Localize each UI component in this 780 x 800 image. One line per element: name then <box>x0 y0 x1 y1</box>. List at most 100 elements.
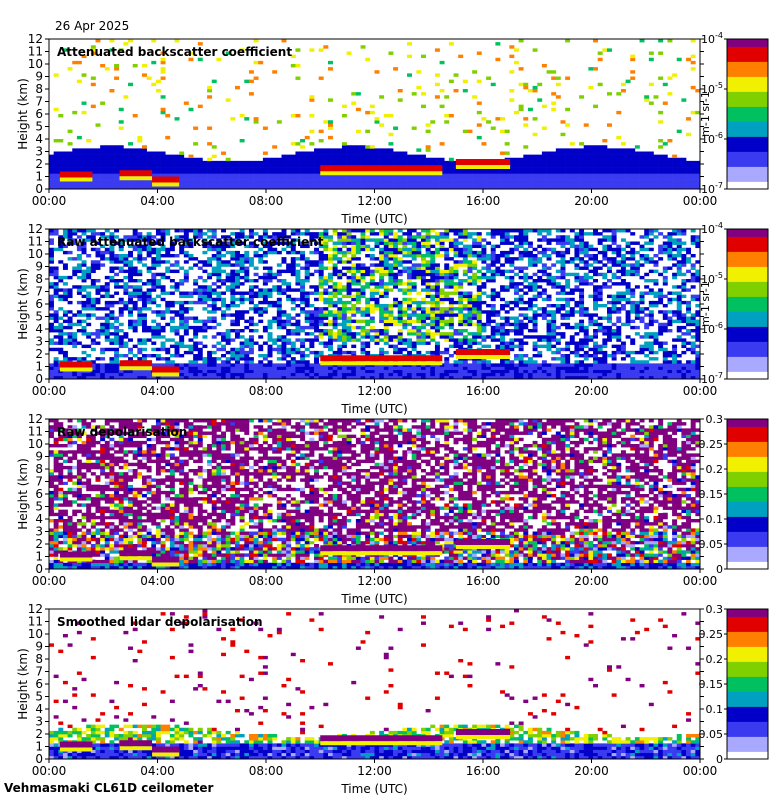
y-tick-label: 7 <box>35 475 43 489</box>
colorbar-tick-label: 0.05 <box>699 728 724 741</box>
x-tick-label: 16:00 <box>466 764 501 778</box>
cloud-layer-4 <box>320 165 443 172</box>
y-tick-label: 10 <box>28 437 43 451</box>
cloud-layer-edge-1 <box>59 177 93 182</box>
cloud-layer-edge-5 <box>455 355 511 359</box>
colorbar-3: 0 0.05 0.1 0.15 0.2 0.25 0.3 <box>699 413 769 576</box>
colorbar-tick-label: 0.3 <box>706 603 724 616</box>
cloud-layer-4 <box>320 355 443 362</box>
colorbar-1: 10-7 10-6 10-5 10-4 m-1 sr-1 <box>699 31 769 196</box>
cloud-layer-5 <box>455 349 511 355</box>
colorbar-tick-label: 0.15 <box>699 678 724 691</box>
x-tick-label: 04:00 <box>140 764 175 778</box>
x-tick-label: 00:00 <box>32 764 67 778</box>
cloud-layer-edge-2 <box>119 176 153 181</box>
colorbar-units: m-1 sr-1 <box>699 281 712 327</box>
cloud-layer-edge-1 <box>59 557 93 562</box>
date-label: 26 Apr 2025 <box>55 19 130 33</box>
y-tick-label: 4 <box>35 702 43 716</box>
y-tick-label: 10 <box>28 57 43 71</box>
x-axis-label: Time (UTC) <box>340 592 407 606</box>
cloud-layer-2 <box>119 360 153 367</box>
cloud-layer-edge-1 <box>59 747 93 752</box>
x-axis-label: Time (UTC) <box>340 402 407 416</box>
x-tick-label: 00:00 <box>32 194 67 208</box>
colorbar-tick-label: 0.05 <box>699 538 724 551</box>
x-tick-label: 20:00 <box>574 574 609 588</box>
x-tick-label: 08:00 <box>249 764 284 778</box>
y-tick-label: 0 <box>35 562 43 576</box>
y-tick-label: 5 <box>35 500 43 514</box>
x-tick-label: 00:00 <box>683 764 718 778</box>
y-tick-label: 3 <box>35 525 43 539</box>
x-tick-label: 08:00 <box>249 384 284 398</box>
y-tick-label: 11 <box>28 425 43 439</box>
x-tick-label: 12:00 <box>357 194 392 208</box>
x-tick-label: 20:00 <box>574 384 609 398</box>
colorbar-tick-label: 10-4 <box>701 221 723 236</box>
x-tick-label: 00:00 <box>683 194 718 208</box>
heatmap-field <box>49 229 701 380</box>
y-tick-label: 8 <box>35 652 43 666</box>
cloud-layer-edge-5 <box>455 545 511 549</box>
y-tick-label: 2 <box>35 727 43 741</box>
cloud-layer-edge-5 <box>455 165 511 169</box>
y-tick-label: 5 <box>35 310 43 324</box>
y-tick-label: 3 <box>35 335 43 349</box>
station-label: Vehmasmaki CL61D ceilometer <box>4 781 214 795</box>
y-tick-label: 3 <box>35 715 43 729</box>
colorbar-tick-label: 0.1 <box>706 513 724 526</box>
y-tick-label: 4 <box>35 132 43 146</box>
x-tick-label: 12:00 <box>357 764 392 778</box>
y-tick-label: 11 <box>28 45 43 59</box>
cloud-layer-edge-1 <box>59 367 93 372</box>
cloud-layer-2 <box>119 740 153 747</box>
y-axis-label: Height (km) <box>16 458 30 529</box>
cloud-layer-edge-4 <box>320 171 443 176</box>
x-tick-label: 00:00 <box>32 574 67 588</box>
cloud-layer-4 <box>320 545 443 552</box>
panel-title: Smoothed lidar depolarisation <box>57 615 263 629</box>
y-tick-label: 4 <box>35 512 43 526</box>
heatmap-field <box>49 419 701 570</box>
x-tick-label: 04:00 <box>140 574 175 588</box>
cloud-layer-2 <box>119 170 153 177</box>
x-tick-label: 04:00 <box>140 194 175 208</box>
y-tick-label: 8 <box>35 462 43 476</box>
colorbar-tick-label: 10-5 <box>701 271 723 286</box>
cloud-layer-edge-2 <box>119 556 153 561</box>
y-tick-label: 0 <box>35 182 43 196</box>
x-tick-label: 20:00 <box>574 764 609 778</box>
y-tick-label: 1 <box>35 170 43 184</box>
cloud-layer-1 <box>59 741 93 748</box>
cloud-layer-edge-5 <box>455 735 511 739</box>
cloud-layer-1 <box>59 171 93 178</box>
colorbar-tick-label: 0.15 <box>699 488 724 501</box>
y-tick-label: 0 <box>35 372 43 386</box>
y-tick-label: 7 <box>35 285 43 299</box>
cloud-layer-edge-2 <box>119 746 153 751</box>
y-tick-label: 1 <box>35 740 43 754</box>
colorbar-tick-label: 0.25 <box>699 438 724 451</box>
y-tick-label: 2 <box>35 537 43 551</box>
cloud-layer-edge-4 <box>320 741 443 746</box>
y-tick-label: 6 <box>35 487 43 501</box>
cloud-layer-4 <box>320 735 443 742</box>
colorbar-tick-label: 0 <box>716 753 723 766</box>
x-axis-label: Time (UTC) <box>340 212 407 226</box>
x-tick-label: 04:00 <box>140 384 175 398</box>
y-tick-label: 10 <box>28 627 43 641</box>
y-tick-label: 8 <box>35 272 43 286</box>
x-tick-label: 16:00 <box>466 194 501 208</box>
colorbar-tick-label: 10-7 <box>701 181 723 196</box>
y-tick-label: 1 <box>35 360 43 374</box>
cloud-layer-3 <box>152 366 180 373</box>
colorbar-4: 0 0.05 0.1 0.15 0.2 0.25 0.3 <box>699 603 769 766</box>
colorbar-tick-label: 0.2 <box>706 463 724 476</box>
y-axis-label: Height (km) <box>16 648 30 719</box>
y-tick-label: 5 <box>35 690 43 704</box>
cloud-layer-5 <box>455 729 511 735</box>
cloud-layer-1 <box>59 361 93 368</box>
y-tick-label: 7 <box>35 95 43 109</box>
